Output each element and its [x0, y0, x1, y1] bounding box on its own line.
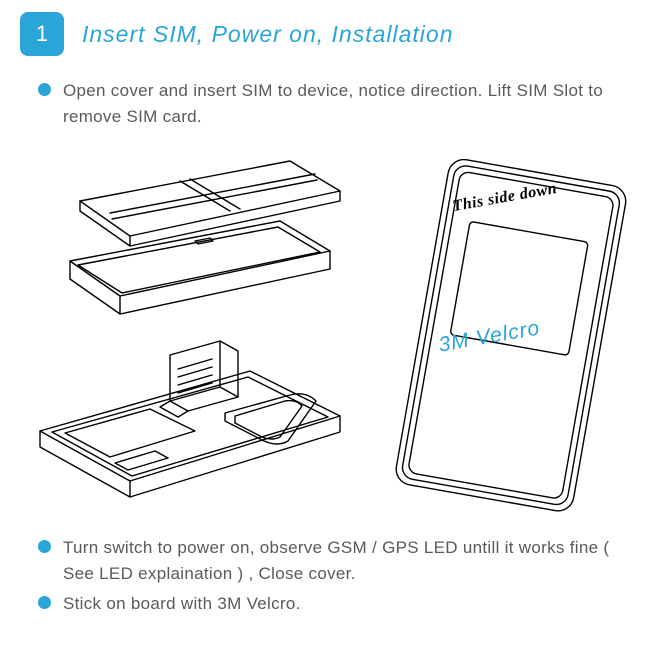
bullet-item: Open cover and insert SIM to device, not… [38, 78, 636, 131]
bullet-item: Stick on board with 3M Velcro. [38, 591, 636, 617]
bullets-bottom: Turn switch to power on, observe GSM / G… [20, 535, 636, 618]
step-title: Insert SIM, Power on, Installation [82, 21, 454, 48]
device-cover-open [70, 161, 340, 314]
device-sim-open [40, 341, 340, 497]
bullet-text: Turn switch to power on, observe GSM / G… [63, 535, 636, 588]
bullet-text: Open cover and insert SIM to device, not… [63, 78, 636, 131]
bullet-icon [38, 83, 51, 96]
step-number-badge: 1 [20, 12, 64, 56]
bullet-icon [38, 596, 51, 609]
diagram-area: This side down 3M Velcro [20, 141, 636, 521]
bullets-top: Open cover and insert SIM to device, not… [20, 78, 636, 131]
bullet-item: Turn switch to power on, observe GSM / G… [38, 535, 636, 588]
bullet-text: Stick on board with 3M Velcro. [63, 591, 301, 617]
step-header: 1 Insert SIM, Power on, Installation [20, 12, 636, 56]
bullet-icon [38, 540, 51, 553]
step-number: 1 [36, 21, 48, 47]
